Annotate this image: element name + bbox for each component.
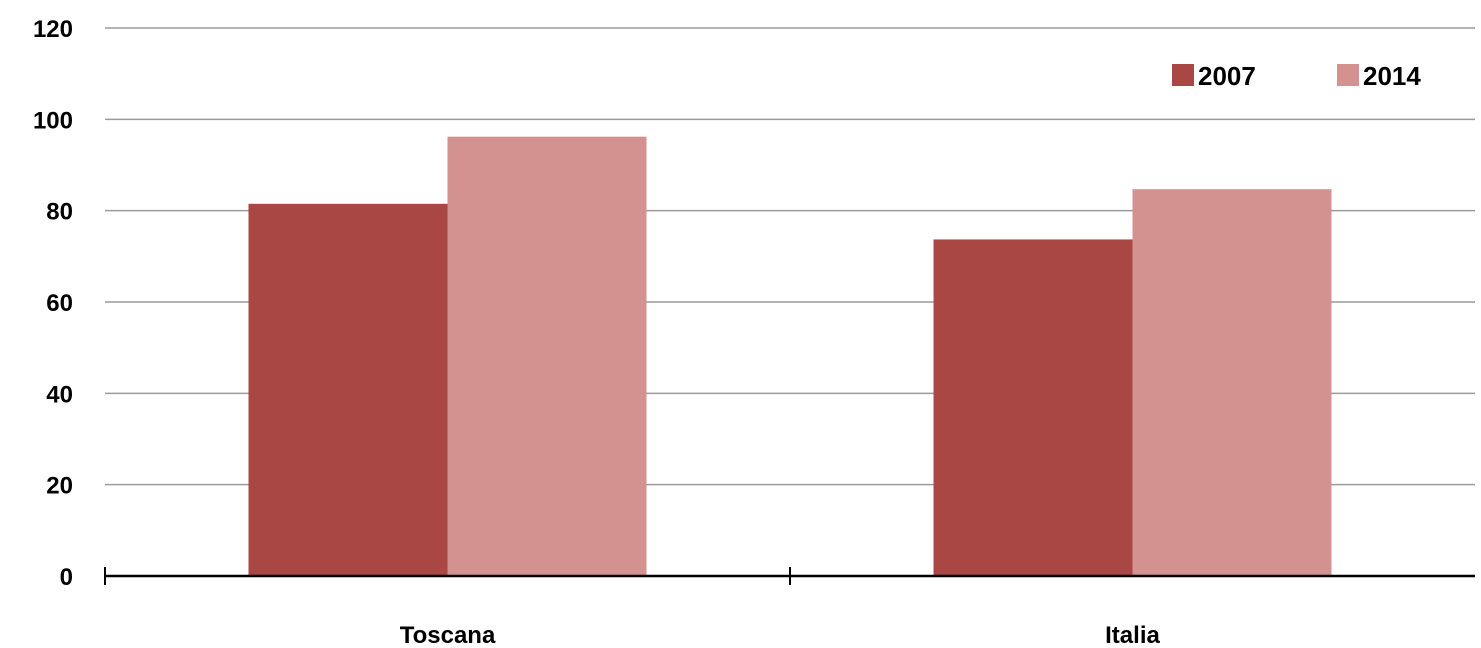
bar-toscana-2007 bbox=[248, 203, 448, 577]
legend-swatch-2007 bbox=[1172, 64, 1194, 86]
category-labels: Toscana Italia bbox=[400, 622, 1161, 648]
legend-label: 2014 bbox=[1363, 61, 1421, 91]
legend-label: 2007 bbox=[1198, 61, 1256, 91]
legend-swatch-2014 bbox=[1337, 64, 1359, 86]
y-tick-label: 100 bbox=[33, 107, 73, 134]
y-tick-label: 40 bbox=[46, 381, 73, 408]
legend: 2007 2014 bbox=[1172, 61, 1421, 91]
category-label: Toscana bbox=[400, 622, 496, 648]
bar-toscana-2014 bbox=[447, 136, 647, 577]
y-tick-label: 20 bbox=[46, 473, 73, 500]
y-tick-label: 80 bbox=[46, 199, 73, 226]
y-tick-label: 60 bbox=[46, 290, 73, 317]
bar-italia-2014 bbox=[1132, 189, 1332, 576]
bars bbox=[248, 136, 1332, 577]
y-tick-label: 120 bbox=[33, 16, 73, 43]
bar-italia-2007 bbox=[933, 239, 1133, 577]
y-axis-tick-labels: 0 20 40 60 80 100 120 bbox=[33, 16, 73, 591]
category-label: Italia bbox=[1105, 622, 1160, 648]
y-tick-label: 0 bbox=[60, 564, 73, 591]
x-axis bbox=[104, 567, 1475, 585]
